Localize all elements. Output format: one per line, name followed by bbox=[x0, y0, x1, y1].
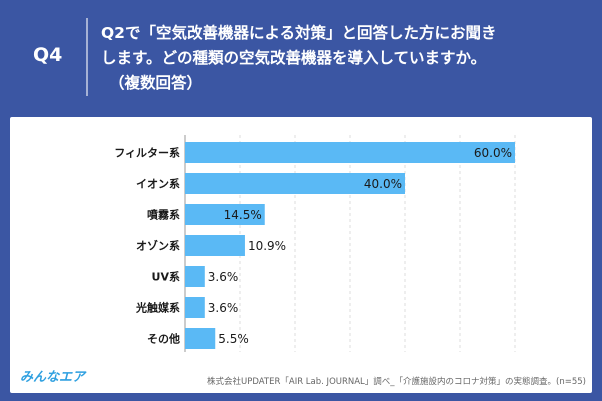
value-label: 3.6% bbox=[208, 301, 239, 315]
category-label: UV系 bbox=[152, 270, 180, 284]
brand-logo: みんなエア bbox=[20, 370, 86, 385]
value-label: 10.9% bbox=[248, 239, 286, 253]
bar bbox=[185, 266, 205, 287]
value-label: 40.0% bbox=[364, 177, 402, 191]
source-note: 株式会社UPDATER「AIR Lab. JOURNAL」調べ_「介護施設内のコ… bbox=[207, 377, 586, 387]
question-line-1: Q2で「空気改善機器による対策」と回答した方にお聞き bbox=[101, 24, 497, 42]
header-divider bbox=[86, 18, 88, 96]
question-sub: （複数回答） bbox=[109, 74, 203, 92]
bar bbox=[185, 142, 515, 163]
category-label: イオン系 bbox=[136, 177, 180, 191]
category-label: 噴霧系 bbox=[147, 208, 180, 222]
category-label: フィルター系 bbox=[114, 146, 180, 160]
bar bbox=[185, 328, 216, 349]
value-label: 5.5% bbox=[218, 332, 249, 346]
question-line-2: します。どの種類の空気改善機器を導入していますか。 bbox=[101, 49, 487, 67]
question-text: Q2で「空気改善機器による対策」と回答した方にお聞き します。どの種類の空気改善… bbox=[101, 21, 571, 96]
category-label: 光触媒系 bbox=[135, 301, 180, 315]
bar bbox=[185, 235, 245, 256]
value-label: 3.6% bbox=[208, 270, 239, 284]
bar bbox=[185, 173, 405, 194]
bar bbox=[185, 204, 265, 225]
category-label: その他 bbox=[147, 332, 180, 346]
header: Q4 Q2で「空気改善機器による対策」と回答した方にお聞き します。どの種類の空… bbox=[0, 0, 602, 112]
category-label: オゾン系 bbox=[136, 239, 180, 253]
question-number: Q4 bbox=[33, 44, 63, 66]
bar bbox=[185, 297, 205, 318]
value-label: 14.5% bbox=[224, 208, 262, 222]
value-label: 60.0% bbox=[474, 146, 512, 160]
